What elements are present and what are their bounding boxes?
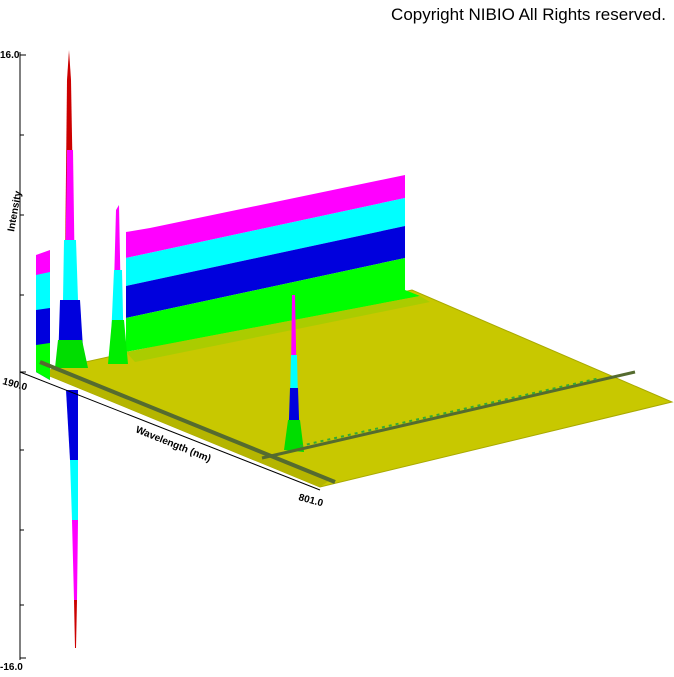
- wavelength-axis: [19, 371, 321, 491]
- wavelength-start: 190.0: [1, 376, 28, 393]
- band-cyan: [126, 198, 405, 286]
- intensity-bottom: -16.0: [0, 662, 23, 672]
- spike-down: [66, 390, 78, 460]
- floor-edge: [40, 368, 330, 487]
- ridge: [39, 360, 336, 484]
- copyright: Copyright NIBIO All Rights reserved.: [391, 5, 666, 24]
- band-magenta: [126, 175, 405, 258]
- spike-down: [74, 600, 77, 648]
- axis-ticks: [20, 54, 26, 659]
- ridge: [261, 370, 636, 460]
- wavelength-end: 801.0: [297, 492, 324, 509]
- band-blue: [126, 226, 405, 318]
- band-green: [126, 258, 420, 352]
- intensity-label: Intensity: [6, 190, 24, 233]
- intensity-top: 16.0: [0, 50, 20, 61]
- spike-up: [55, 340, 88, 368]
- spike-mid: [284, 420, 304, 452]
- spike-down: [72, 520, 78, 600]
- spike-down: [70, 460, 78, 520]
- band-foot: [126, 296, 430, 362]
- spike-small: [108, 320, 128, 364]
- ridge: [299, 377, 601, 447]
